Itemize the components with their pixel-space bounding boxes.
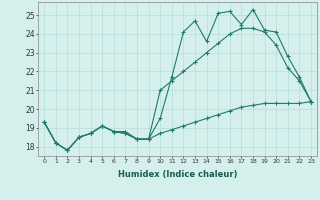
X-axis label: Humidex (Indice chaleur): Humidex (Indice chaleur) [118, 170, 237, 179]
